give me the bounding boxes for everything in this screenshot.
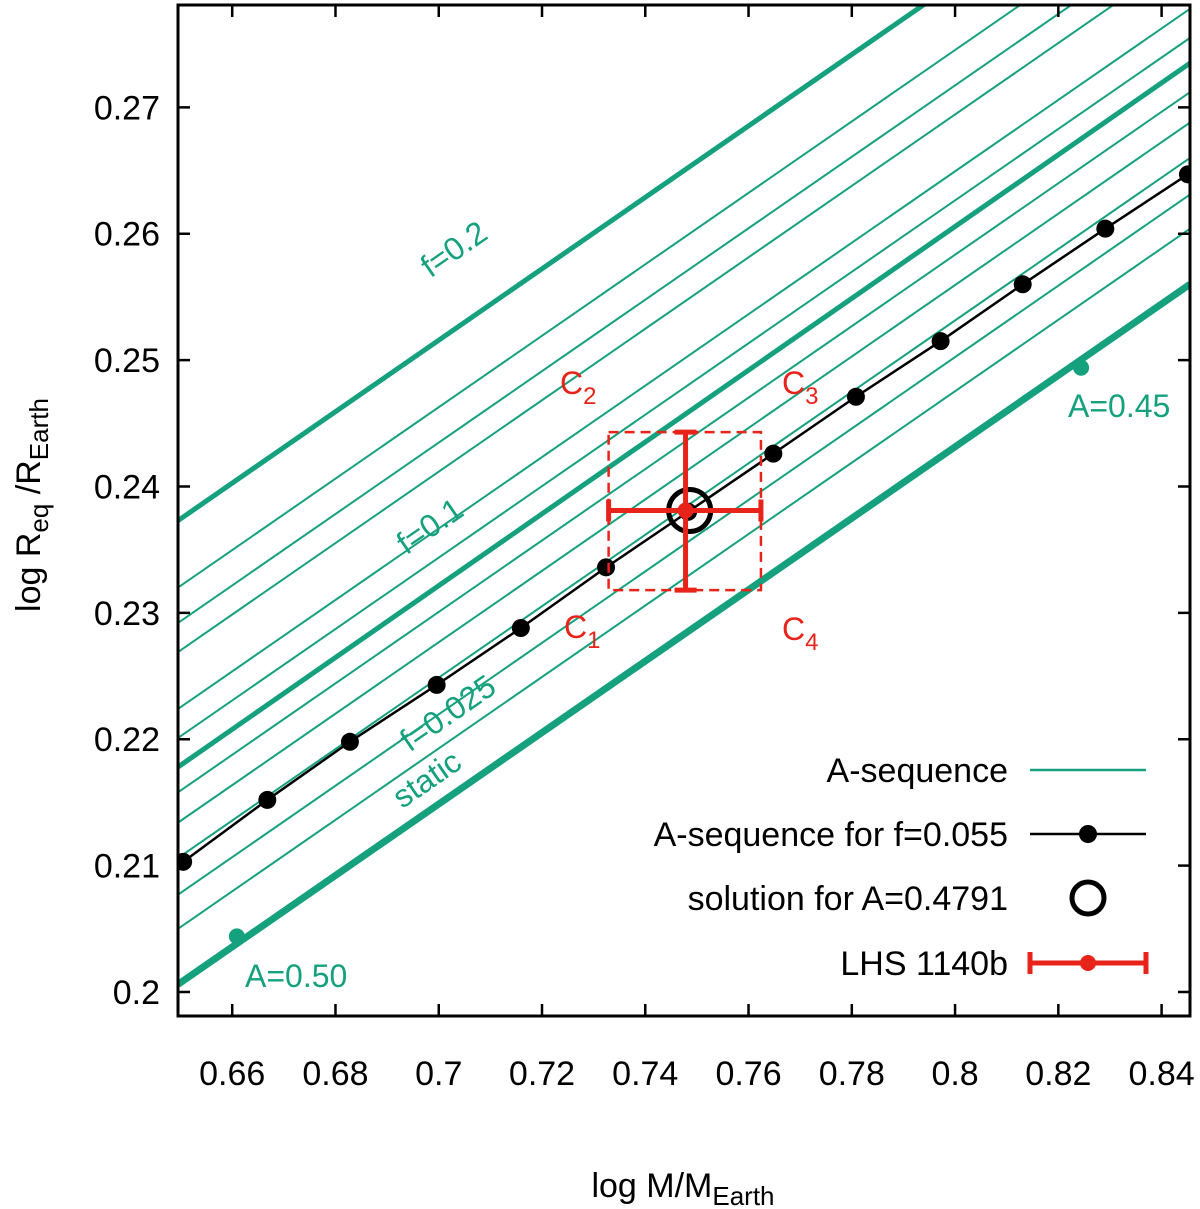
green-line-9 [178,5,1116,653]
corner-label-1: C2 [560,365,596,410]
corner-label-sub-3: 4 [805,629,818,656]
axis-ticks: 0.66 0.68 0.7 0.72 0.74 0.76 0.78 0.8 0.82 0.84 0.… [94,5,1195,1093]
x-axis-title: log M/MEarth [591,1167,774,1209]
y-tick-label-5: 0.25 [94,342,160,380]
x-tick-label-7: 0.8 [931,1055,978,1093]
x-tick-label-4: 0.74 [612,1055,678,1093]
measurement-point [677,502,694,519]
measurement-group [606,429,764,593]
a-marker-point-0 [228,928,245,945]
x-tick-label-8: 0.82 [1025,1055,1091,1093]
x-tick-label-5: 0.76 [715,1055,781,1093]
y-tick-label-2: 0.22 [94,721,160,759]
y-tick-label-0: 0.2 [113,974,160,1012]
black-series-point-12 [1178,165,1190,184]
x-tick-label-9: 0.84 [1129,1055,1195,1093]
x-tick-label-3: 0.72 [509,1055,575,1093]
corner-label-main-0: C [564,609,587,645]
black-series-point-7 [764,444,783,463]
black-series-point-10 [1013,275,1032,294]
green-line-6 [178,61,1190,770]
corner-label-2: C3 [782,365,818,410]
legend-swatch-red-point [1080,955,1096,971]
corner-label-0: C1 [564,609,600,654]
corner-label-main-1: C [560,365,583,401]
y-tick-label-7: 0.27 [94,89,160,127]
corner-label-main-3: C [782,611,805,647]
green-line-0 [178,281,1190,988]
green-line-8 [178,7,1190,710]
annotation-3: static [386,743,468,815]
legend-label-1: A-sequence for f=0.055 [654,816,1008,854]
black-series-point-11 [1096,219,1115,238]
legend: A-sequence A-sequence for f=0.055 solution… [654,752,1149,983]
x-tick-label-1: 0.68 [302,1055,368,1093]
black-series-point-5 [597,558,616,577]
a-marker-point-1 [1073,359,1090,376]
annotation-5: A=0.45 [1068,388,1170,424]
y-tick-label-1: 0.21 [94,848,160,886]
green-line-12 [178,5,928,523]
y-axis-title: log Req /REarth [10,398,54,612]
legend-label-2: solution for A=0.4791 [688,880,1008,918]
corner-label-sub-0: 1 [587,627,600,654]
y-axis-title-main: log R [10,533,48,612]
green-line-11 [178,5,1022,589]
y-tick-label-4: 0.24 [94,468,160,506]
black-series-point-3 [427,675,446,694]
legend-swatch-black-point [1079,825,1097,843]
black-series-point-9 [931,332,950,351]
corner-label-3: C4 [782,611,818,656]
green-line-10 [178,5,1074,624]
plot-frame [176,3,1192,1018]
annotation-1: f=0.1 [390,491,470,562]
black-series-point-1 [258,790,277,809]
x-axis-title-sub: Earth [712,1181,774,1209]
axis-titles: log M/MEarth log Req /REarth [10,398,775,1209]
y-tick-label-3: 0.23 [94,595,160,633]
black-series-point-2 [340,732,359,751]
y-axis-title-sub2: Earth [24,398,54,460]
corner-label-sub-1: 2 [583,383,596,410]
black-series-point-8 [846,387,865,406]
x-tick-label-0: 0.66 [199,1055,265,1093]
corner-label-sub-2: 3 [805,383,818,410]
corner-label-main-2: C [782,365,805,401]
x-tick-label-6: 0.78 [819,1055,885,1093]
x-tick-label-2: 0.7 [415,1055,462,1093]
y-tick-label-6: 0.26 [94,216,160,254]
black-series-point-4 [511,619,530,638]
y-axis-title-sub1: eq [24,504,54,533]
legend-swatch-solution-circle [1069,879,1107,917]
annotation-4: A=0.50 [245,958,347,994]
y-axis-title-mid: /R [10,460,48,503]
annotation-0: f=0.2 [414,214,494,285]
x-axis-title-main: log M/M [591,1167,712,1205]
legend-label-0: A-sequence [827,752,1008,790]
legend-label-3: LHS 1140b [840,945,1008,983]
green-line-7 [178,37,1190,739]
